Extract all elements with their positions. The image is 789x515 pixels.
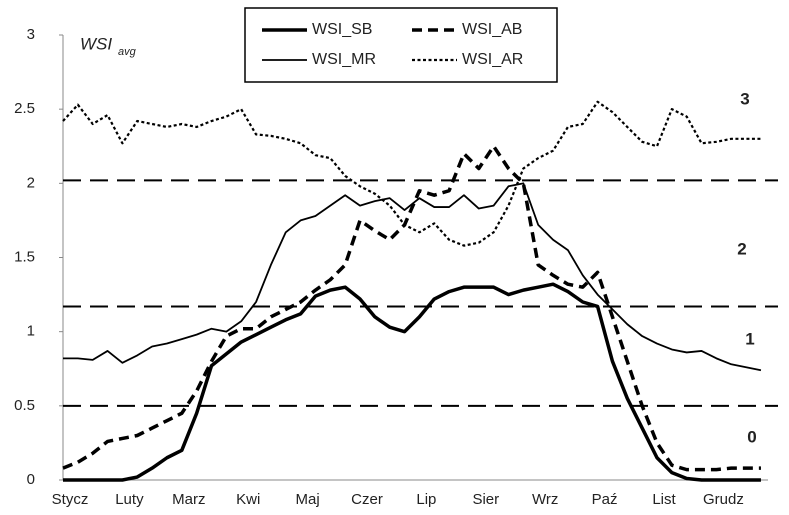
x-tick-label: Stycz: [52, 491, 89, 508]
series-line: [63, 282, 761, 482]
x-tick-label: Lip: [416, 491, 436, 508]
x-tick-label: Luty: [115, 491, 144, 508]
series-line: [63, 182, 762, 372]
x-tick-label: Maj: [296, 491, 320, 508]
legend-label: WSI_AR: [462, 51, 523, 68]
y-tick-label: 0: [27, 471, 35, 488]
y-tick-label: 1: [27, 323, 35, 340]
y-axis-label-subscript: avg: [118, 46, 137, 58]
zone-label: 2: [737, 239, 746, 258]
y-tick-label: 2: [27, 174, 35, 191]
zone-label: 1: [745, 329, 754, 348]
x-tick-label: Grudz: [703, 491, 744, 508]
y-tick-label: 0.5: [14, 397, 35, 414]
x-tick-label: Kwi: [236, 491, 260, 508]
y-axis-label: WSI: [80, 34, 112, 53]
legend-box: [244, 7, 558, 83]
series-line: [62, 144, 761, 472]
zone-label: 0: [747, 427, 756, 446]
y-tick-label: 3: [27, 26, 35, 43]
x-tick-label: List: [652, 491, 676, 508]
legend-label: WSI_SB: [312, 21, 372, 38]
x-tick-label: Czer: [351, 491, 383, 508]
legend-label: WSI_MR: [312, 51, 376, 68]
x-tick-label: Paź: [592, 491, 618, 508]
zone-label: 3: [740, 89, 749, 108]
x-tick-label: Marz: [172, 491, 205, 508]
x-tick-label: Sier: [472, 491, 499, 508]
x-tick-label: Wrz: [532, 491, 558, 508]
legend-label: WSI_AB: [462, 21, 522, 38]
series-line: [62, 100, 761, 247]
y-tick-label: 2.5: [14, 100, 35, 117]
y-tick-label: 1.5: [14, 248, 35, 265]
